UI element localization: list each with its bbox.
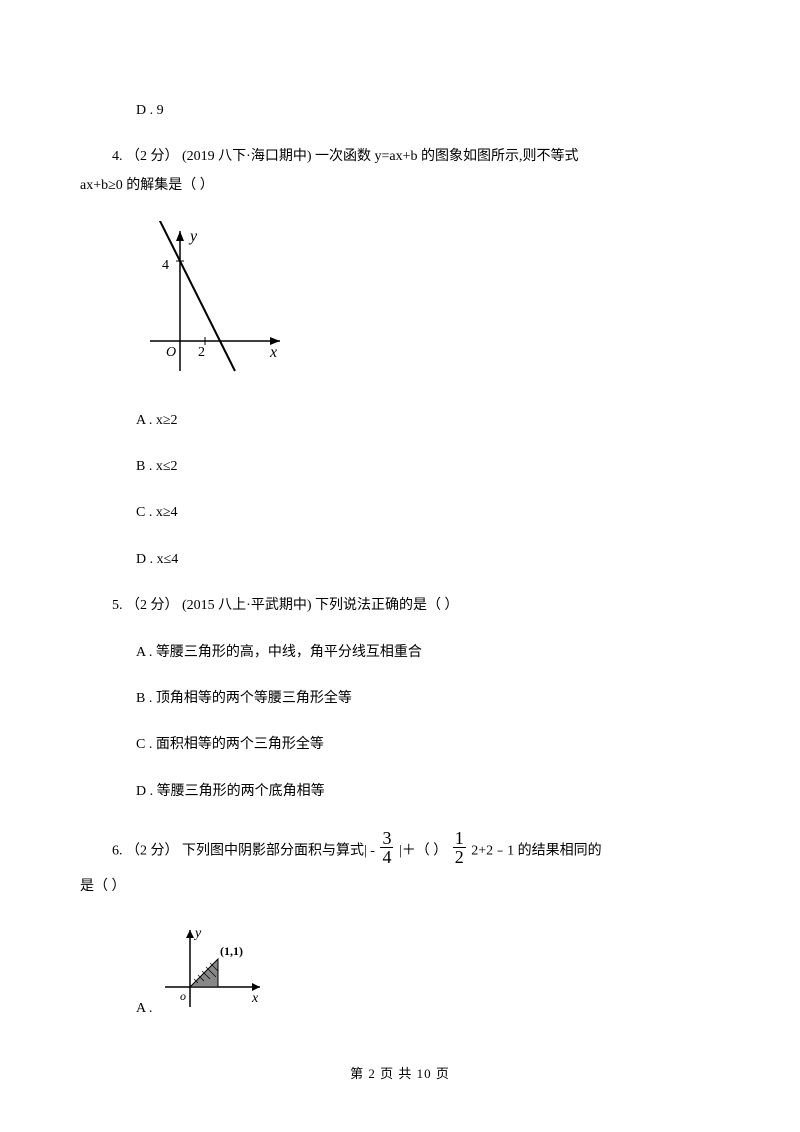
y-intercept-label: 4 xyxy=(162,258,169,273)
y-label: y xyxy=(188,228,198,245)
y-axis-arrow xyxy=(186,930,194,938)
q4-option-a: A . x≥2 xyxy=(80,410,720,432)
q5-option-b: B . 顶角相等的两个等腰三角形全等 xyxy=(80,688,720,710)
q6-option-a-row: A . (1,1) y x o xyxy=(80,922,720,1020)
q6-stem-mid: |＋（ ） xyxy=(399,844,447,859)
origin-label: O xyxy=(166,345,176,360)
q6-fraction-2: 1 2 xyxy=(453,829,466,866)
q5-stem: 5. （2 分） (2015 八上·平武期中) 下列说法正确的是（ ） xyxy=(80,595,720,617)
frac2-den: 2 xyxy=(453,848,466,866)
q6-stem-post: 2+2﹣1 的结果相同的 xyxy=(471,844,601,859)
page-content: D . 9 4. （2 分） (2019 八下·海口期中) 一次函数 y=ax+… xyxy=(0,0,800,1021)
x-intercept-label: 2 xyxy=(198,345,205,360)
q4-stem-line2: ax+b≥0 的解集是（ ） xyxy=(80,175,720,197)
q4-stem-line1: 4. （2 分） (2019 八下·海口期中) 一次函数 y=ax+b 的图象如… xyxy=(80,146,720,168)
q4-option-b: B . x≤2 xyxy=(80,456,720,478)
y-label: y xyxy=(193,926,202,941)
q4-option-d: D . x≤4 xyxy=(80,549,720,571)
q6-stem-pre: 6. （2 分） 下列图中阴影部分面积与算式| - xyxy=(112,844,378,859)
frac1-den: 4 xyxy=(380,848,393,866)
x-label: x xyxy=(269,344,277,361)
q6-fraction-1: 3 4 xyxy=(380,829,393,866)
q6-figure: (1,1) y x o xyxy=(160,922,270,1020)
q4-graph-svg: y x 4 2 O xyxy=(140,221,290,381)
y-axis-arrow xyxy=(176,231,184,241)
frac2-num: 1 xyxy=(453,829,466,848)
q6-stem-line2: 是（ ） xyxy=(80,876,720,898)
q4-figure: y x 4 2 O xyxy=(80,221,720,389)
page-footer: 第 2 页 共 10 页 xyxy=(0,1063,800,1082)
q6-option-a-label: A . xyxy=(136,998,152,1020)
point-label: (1,1) xyxy=(220,944,243,958)
q6-graph-svg: (1,1) y x o xyxy=(160,922,270,1012)
q6-stem-line1: 6. （2 分） 下列图中阴影部分面积与算式| - 3 4 |＋（ ） 1 2 … xyxy=(80,833,720,870)
q3-option-d: D . 9 xyxy=(80,100,720,122)
q5-option-d: D . 等腰三角形的两个底角相等 xyxy=(80,781,720,803)
origin-label: o xyxy=(180,989,186,1003)
q5-option-c: C . 面积相等的两个三角形全等 xyxy=(80,734,720,756)
q5-option-a: A . 等腰三角形的高，中线，角平分线互相重合 xyxy=(80,642,720,664)
x-label: x xyxy=(251,991,259,1006)
frac1-num: 3 xyxy=(380,829,393,848)
x-axis-arrow xyxy=(252,983,260,991)
q4-option-c: C . x≥4 xyxy=(80,502,720,524)
